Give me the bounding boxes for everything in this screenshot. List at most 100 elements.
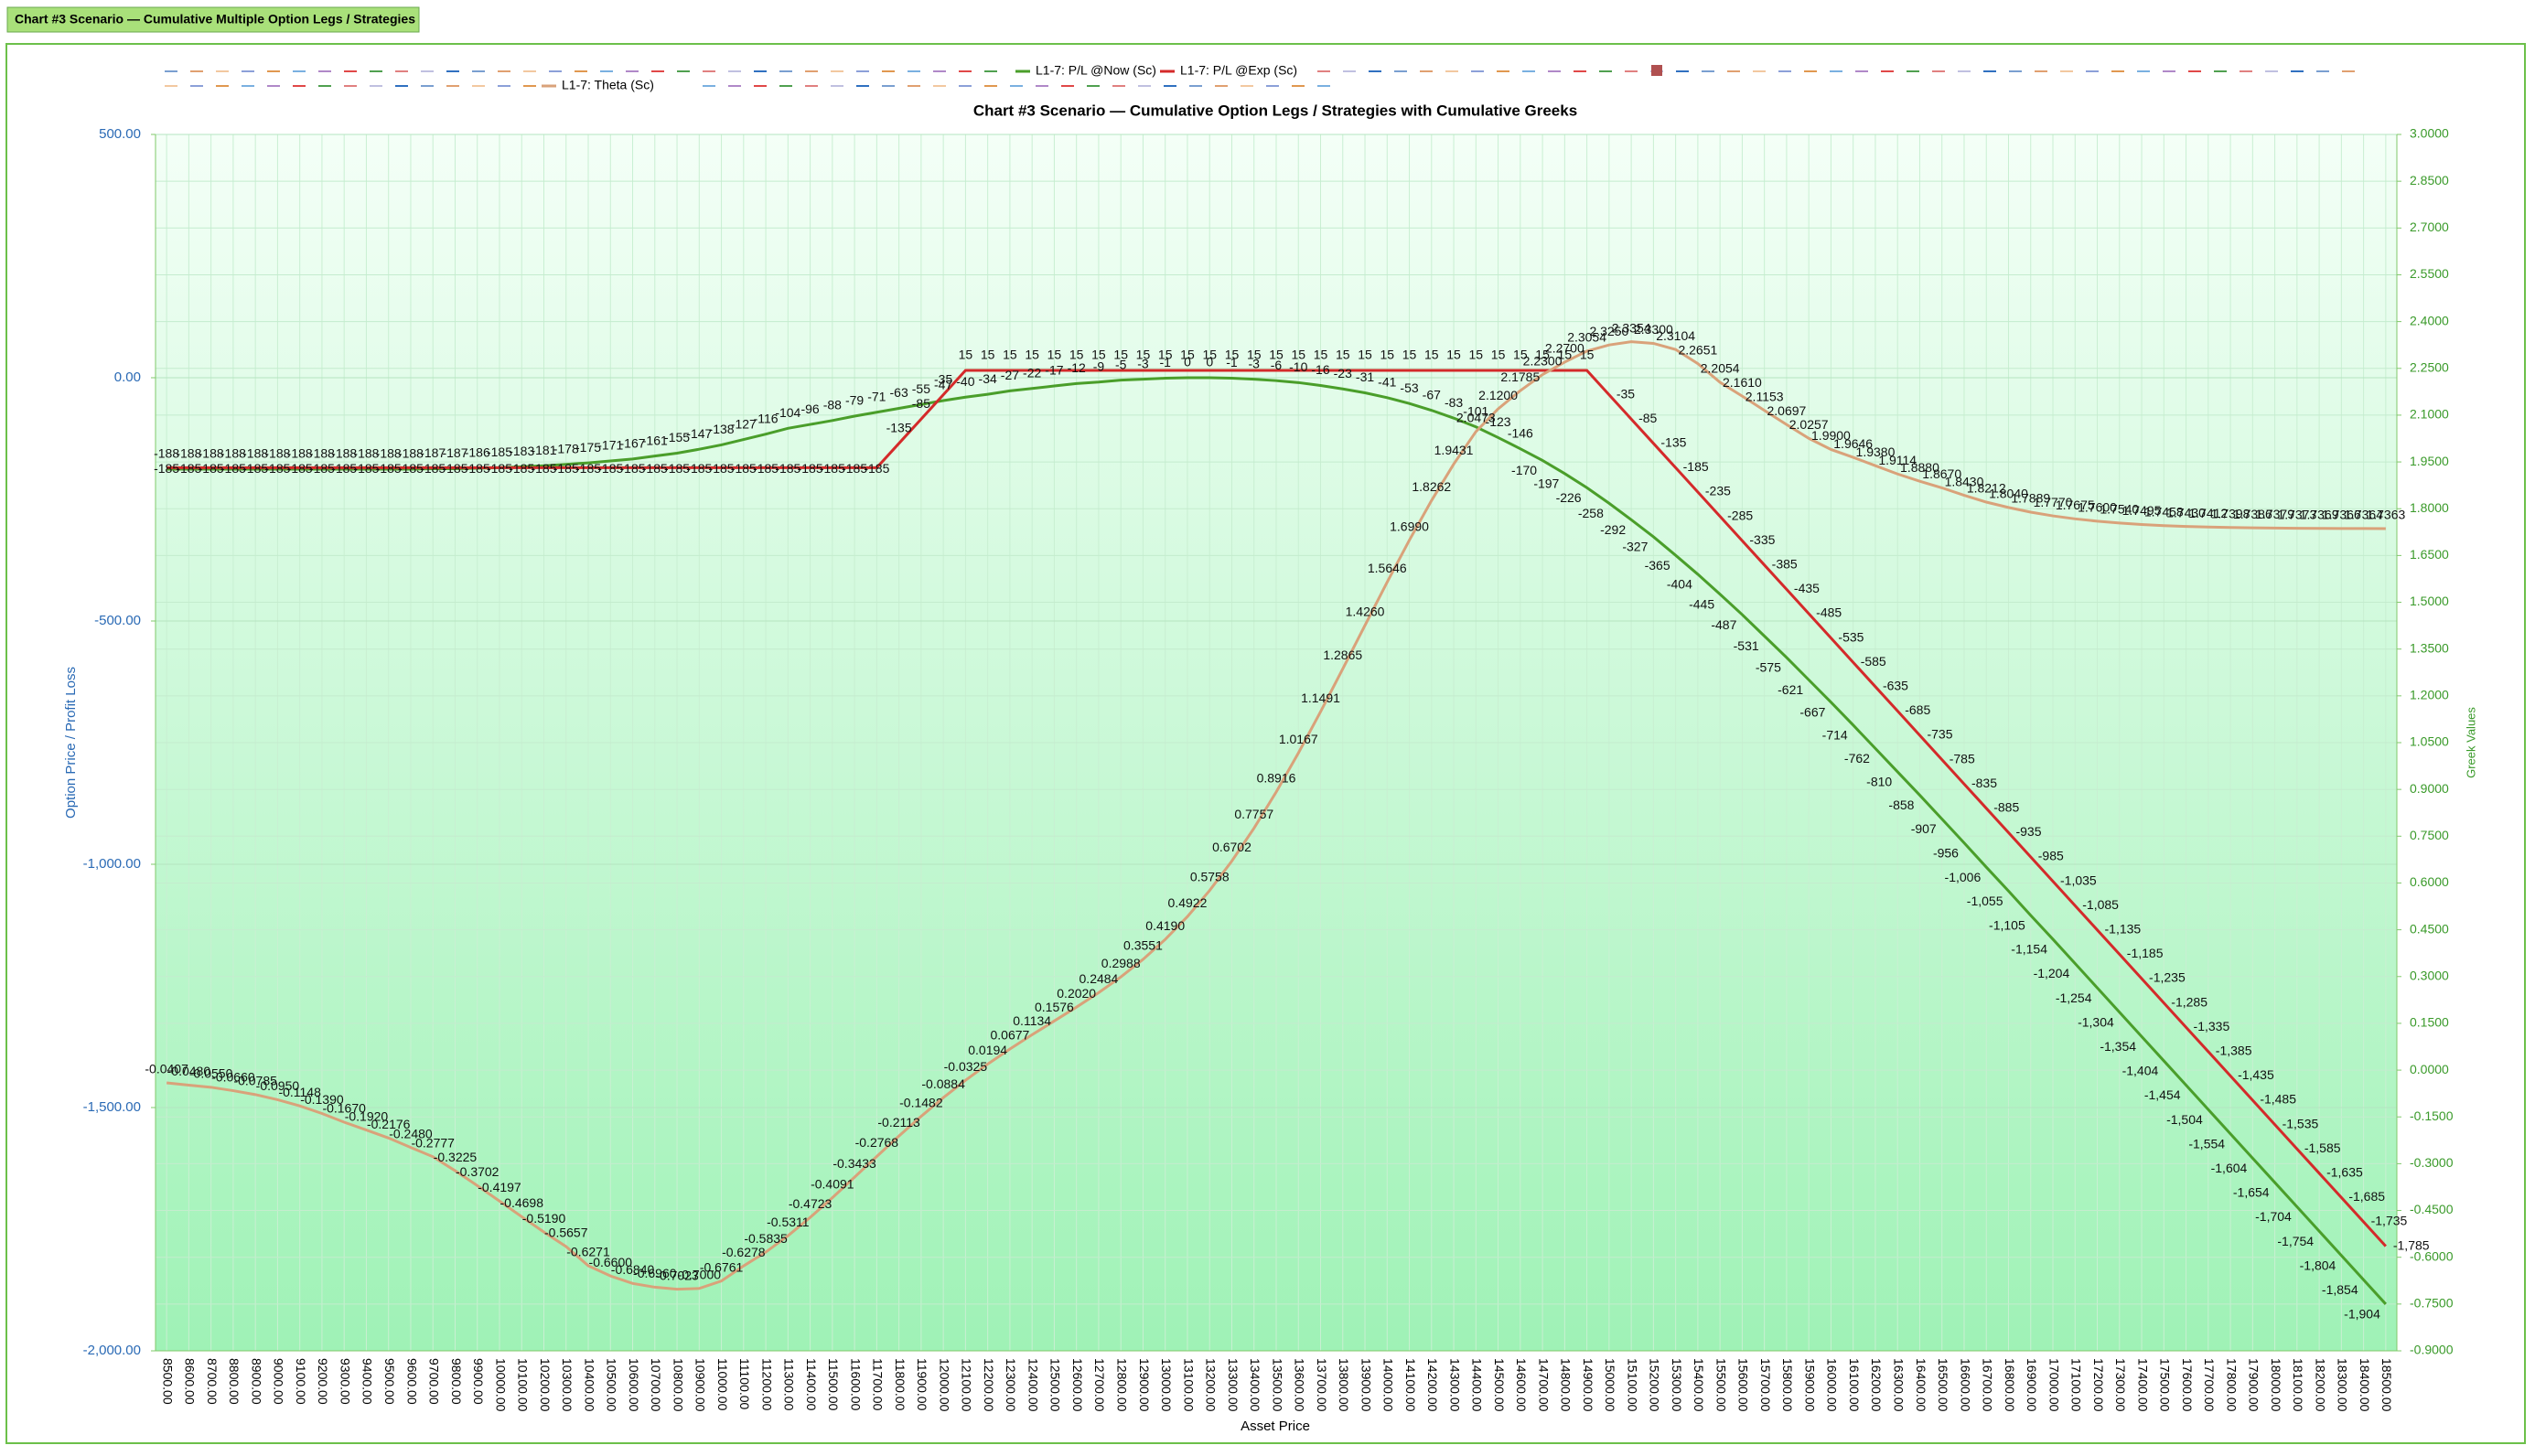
data-label: -185 [775, 461, 800, 476]
data-label: -1,235 [2149, 970, 2186, 985]
data-label: -185 [331, 461, 357, 476]
data-label: -34 [979, 371, 997, 386]
x-tick-label: 14800.00 [1559, 1358, 1574, 1412]
data-label: -1,785 [2393, 1237, 2430, 1252]
x-tick-label: 16700.00 [1981, 1358, 1995, 1412]
data-label: -185 [553, 461, 579, 476]
data-label: -185 [176, 461, 201, 476]
data-label: -0.2777 [411, 1135, 455, 1150]
data-label: -171 [597, 438, 623, 453]
data-label: 1.8880 [1900, 460, 1939, 475]
data-label: -907 [1911, 821, 1937, 836]
x-tick-label: 9500.00 [382, 1358, 397, 1405]
data-label: -0.0660 [211, 1069, 255, 1084]
x-tick-label: 17000.00 [2046, 1358, 2061, 1412]
x-tick-label: 11300.00 [782, 1358, 797, 1411]
data-label: -1,335 [2194, 1019, 2230, 1033]
data-label: -1,535 [2283, 1116, 2319, 1130]
data-label: 1.1491 [1301, 691, 1340, 705]
data-label: 15 [1047, 348, 1062, 362]
data-label: -1,304 [2078, 1014, 2114, 1029]
data-label: -22 [1023, 365, 1041, 380]
x-tick-label: 12300.00 [1004, 1358, 1018, 1412]
data-label: -185 [798, 461, 823, 476]
y-tick-label: 500.00 [99, 126, 141, 142]
data-label: -185 [1683, 459, 1709, 474]
data-label: -83 [1445, 395, 1463, 410]
data-label: -23 [1334, 366, 1352, 380]
data-label: -5 [1115, 357, 1127, 371]
data-label: -1,085 [2082, 897, 2119, 912]
y2-tick-label: -0.3000 [2410, 1155, 2454, 1170]
data-label: -1,904 [2344, 1307, 2380, 1322]
data-label: -985 [2038, 849, 2064, 863]
x-axis-title: Asset Price [1241, 1419, 1310, 1434]
data-label: 1.9646 [1833, 436, 1873, 451]
x-tick-label: 10100.00 [516, 1358, 531, 1412]
x-tick-label: 12400.00 [1026, 1358, 1040, 1412]
x-tick-label: 14600.00 [1514, 1358, 1529, 1412]
data-label: 0.0194 [968, 1043, 1007, 1057]
data-label: -188 [242, 446, 268, 461]
data-label: -96 [800, 401, 819, 416]
data-label: -155 [664, 430, 690, 444]
x-tick-label: 18100.00 [2291, 1358, 2305, 1412]
data-label: 2.2054 [1701, 361, 1740, 376]
y2-tick-label: 1.3500 [2410, 640, 2449, 655]
x-tick-label: 9800.00 [449, 1358, 464, 1405]
y2-tick-label: 2.2500 [2410, 359, 2449, 374]
data-label: 0.4190 [1145, 918, 1185, 933]
data-label: -185 [420, 461, 446, 476]
data-label: -185 [242, 461, 268, 476]
x-tick-label: 16900.00 [2025, 1358, 2039, 1412]
data-label: -1 [1226, 355, 1238, 369]
data-label: -0.3225 [434, 1150, 478, 1164]
y2-tick-label: -0.9000 [2410, 1343, 2454, 1357]
data-label: -1,204 [2034, 966, 2070, 980]
x-tick-label: 15200.00 [1648, 1358, 1662, 1412]
x-tick-label: 9200.00 [316, 1358, 330, 1405]
y2-tick-label: 0.1500 [2410, 1015, 2449, 1030]
data-label: 1.7364 [2344, 508, 2383, 522]
data-label: -531 [1734, 638, 1759, 653]
data-label: -101 [1463, 403, 1488, 418]
data-label: 15 [1136, 348, 1151, 362]
y-tick-label: -1,000.00 [83, 856, 141, 872]
data-label: -714 [1822, 728, 1848, 743]
data-label: 2.0257 [1789, 417, 1829, 432]
data-label: -31 [1356, 369, 1374, 384]
data-label: -0.6960 [633, 1266, 677, 1280]
y2-tick-label: 2.5500 [2410, 266, 2449, 281]
data-label: -185 [376, 461, 402, 476]
data-label: -1,285 [2171, 994, 2207, 1009]
x-tick-label: 10400.00 [582, 1358, 596, 1412]
data-label: 0.4922 [1168, 895, 1208, 910]
data-label: -0.1390 [300, 1092, 344, 1107]
data-label: -188 [287, 446, 313, 461]
x-tick-label: 13700.00 [1315, 1358, 1329, 1412]
x-tick-label: 13000.00 [1159, 1358, 1174, 1412]
data-label: -0.4698 [500, 1195, 544, 1210]
x-tick-label: 12200.00 [982, 1358, 996, 1412]
x-tick-label: 15400.00 [1692, 1358, 1706, 1412]
data-label: -88 [823, 398, 842, 412]
data-label: -487 [1711, 617, 1736, 632]
data-label: -585 [1861, 654, 1886, 669]
data-label: -146 [1508, 425, 1533, 440]
data-label: 0 [1184, 355, 1191, 369]
data-label: 1.7386 [2233, 507, 2272, 521]
y2-tick-label: -0.1500 [2410, 1108, 2454, 1123]
series-line [166, 376, 2387, 1305]
data-label: -1,035 [2060, 873, 2097, 887]
x-tick-label: 9600.00 [404, 1358, 419, 1405]
data-label: 0.5758 [1190, 869, 1230, 883]
data-label: -0.5835 [744, 1231, 788, 1246]
y-tick-label: -500.00 [94, 613, 141, 628]
data-label: -147 [686, 426, 712, 441]
data-label: -123 [1486, 414, 1511, 429]
data-label: -55 [912, 381, 930, 396]
y2-tick-label: 0.3000 [2410, 968, 2449, 982]
x-tick-label: 17200.00 [2091, 1358, 2106, 1412]
chart-title: Chart #3 Scenario — Cumulative Option Le… [973, 102, 1577, 119]
data-label: 2.3250 [1589, 324, 1628, 338]
